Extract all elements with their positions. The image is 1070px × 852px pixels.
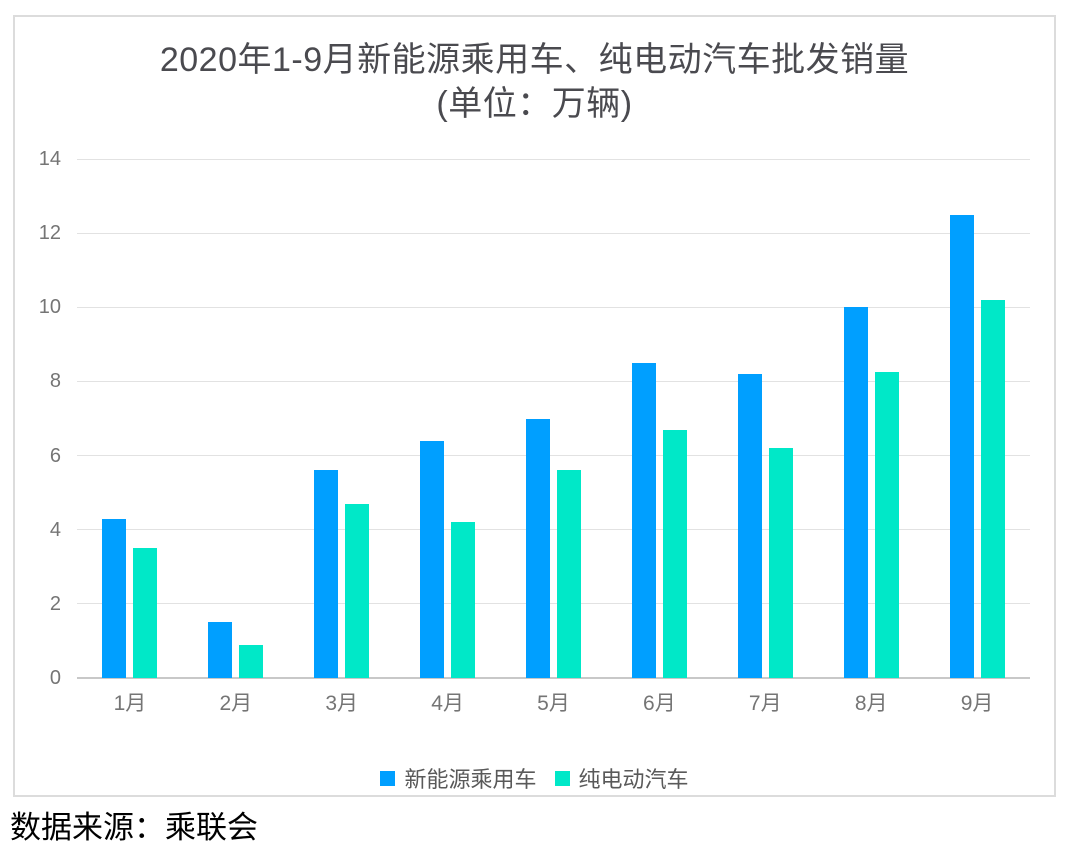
x-tick-label: 6月 [643, 692, 676, 715]
gridline [77, 529, 1030, 531]
bar-series2-3月 [345, 503, 370, 678]
chart-title-line1: 2020年1-9月新能源乘用车、纯电动汽车批发销量 [159, 41, 910, 79]
bar-series2-7月 [768, 448, 793, 678]
legend-swatch-icon [554, 770, 570, 786]
legend-item-series2: 纯电动汽车 [554, 762, 689, 794]
bar-series1-2月 [208, 622, 233, 678]
chart-title: 2020年1-9月新能源乘用车、纯电动汽车批发销量 (单位：万辆) [15, 38, 1054, 126]
bar-series1-9月 [949, 214, 974, 678]
gridline [77, 380, 1030, 382]
gridline [77, 158, 1030, 160]
x-tick-label: 5月 [537, 692, 570, 715]
y-tick-label: 2 [49, 592, 61, 615]
legend-item-series1: 新能源乘用车 [380, 762, 537, 794]
gridline [77, 455, 1030, 457]
chart-title-line2: (单位：万辆) [436, 85, 633, 123]
bar-series2-4月 [451, 522, 476, 678]
y-tick-label: 6 [49, 444, 61, 467]
x-tick-label: 9月 [960, 692, 994, 715]
bar-series1-8月 [843, 307, 868, 678]
legend: 新能源乘用车 纯电动汽车 [15, 762, 1054, 794]
bar-series2-2月 [239, 644, 264, 678]
chart-frame: 2020年1-9月新能源乘用车、纯电动汽车批发销量 (单位：万辆) 0 2 4 6 8 1… [13, 15, 1056, 797]
bar-series2-8月 [874, 372, 899, 678]
bar-series2-5月 [557, 470, 581, 678]
gridline [77, 306, 1030, 308]
bar-series1-6月 [631, 362, 656, 678]
x-tick-label: 2月 [219, 692, 253, 715]
bar-series1-4月 [420, 440, 445, 678]
legend-swatch-icon [380, 770, 396, 786]
bar-series2-9月 [980, 299, 1005, 678]
x-tick-label: 8月 [854, 692, 888, 715]
data-source-text: 数据来源：乘联会 [10, 810, 258, 845]
legend-label: 新能源乘用车 [404, 767, 537, 792]
x-tick-label: 3月 [325, 692, 359, 715]
bar-series2-6月 [662, 429, 687, 678]
bar-series1-1月 [102, 518, 127, 678]
bar-series1-3月 [314, 470, 339, 678]
y-tick-label: 14 [38, 148, 61, 170]
y-tick-label: 8 [49, 370, 61, 393]
bar-series1-7月 [737, 374, 762, 678]
y-tick-label: 12 [38, 222, 61, 245]
x-tick-label: 1月 [113, 692, 147, 715]
legend-label: 纯电动汽车 [578, 767, 689, 792]
bar-series1-5月 [526, 418, 550, 678]
x-tick-label: 7月 [748, 692, 782, 715]
y-tick-label: 4 [49, 518, 61, 541]
plot-area [77, 158, 1030, 679]
x-axis-line [77, 677, 1030, 679]
y-tick-label: 10 [38, 296, 61, 319]
bar-series2-1月 [133, 548, 158, 678]
y-tick-label: 0 [49, 667, 61, 689]
gridline [77, 232, 1030, 234]
x-tick-label: 4月 [431, 692, 464, 715]
gridline [77, 603, 1030, 605]
